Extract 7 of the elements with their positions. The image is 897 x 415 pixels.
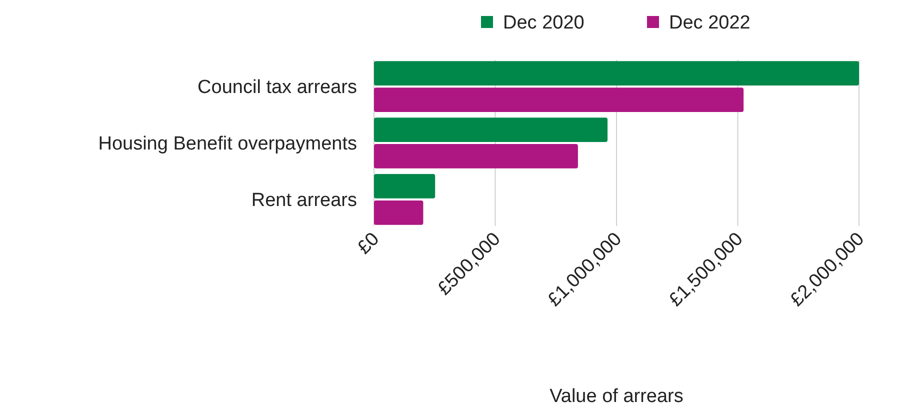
- x-tick-label: £0: [354, 228, 384, 258]
- y-tick-label: Rent arrears: [251, 190, 357, 212]
- y-tick-label: Council tax arrears: [198, 77, 357, 98]
- legend-label: Dec 2022: [669, 12, 750, 34]
- legend-label: Dec 2020: [503, 12, 584, 34]
- x-axis-title: Value of arrears: [550, 386, 684, 407]
- y-tick-label: Housing Benefit overpayments: [98, 134, 357, 155]
